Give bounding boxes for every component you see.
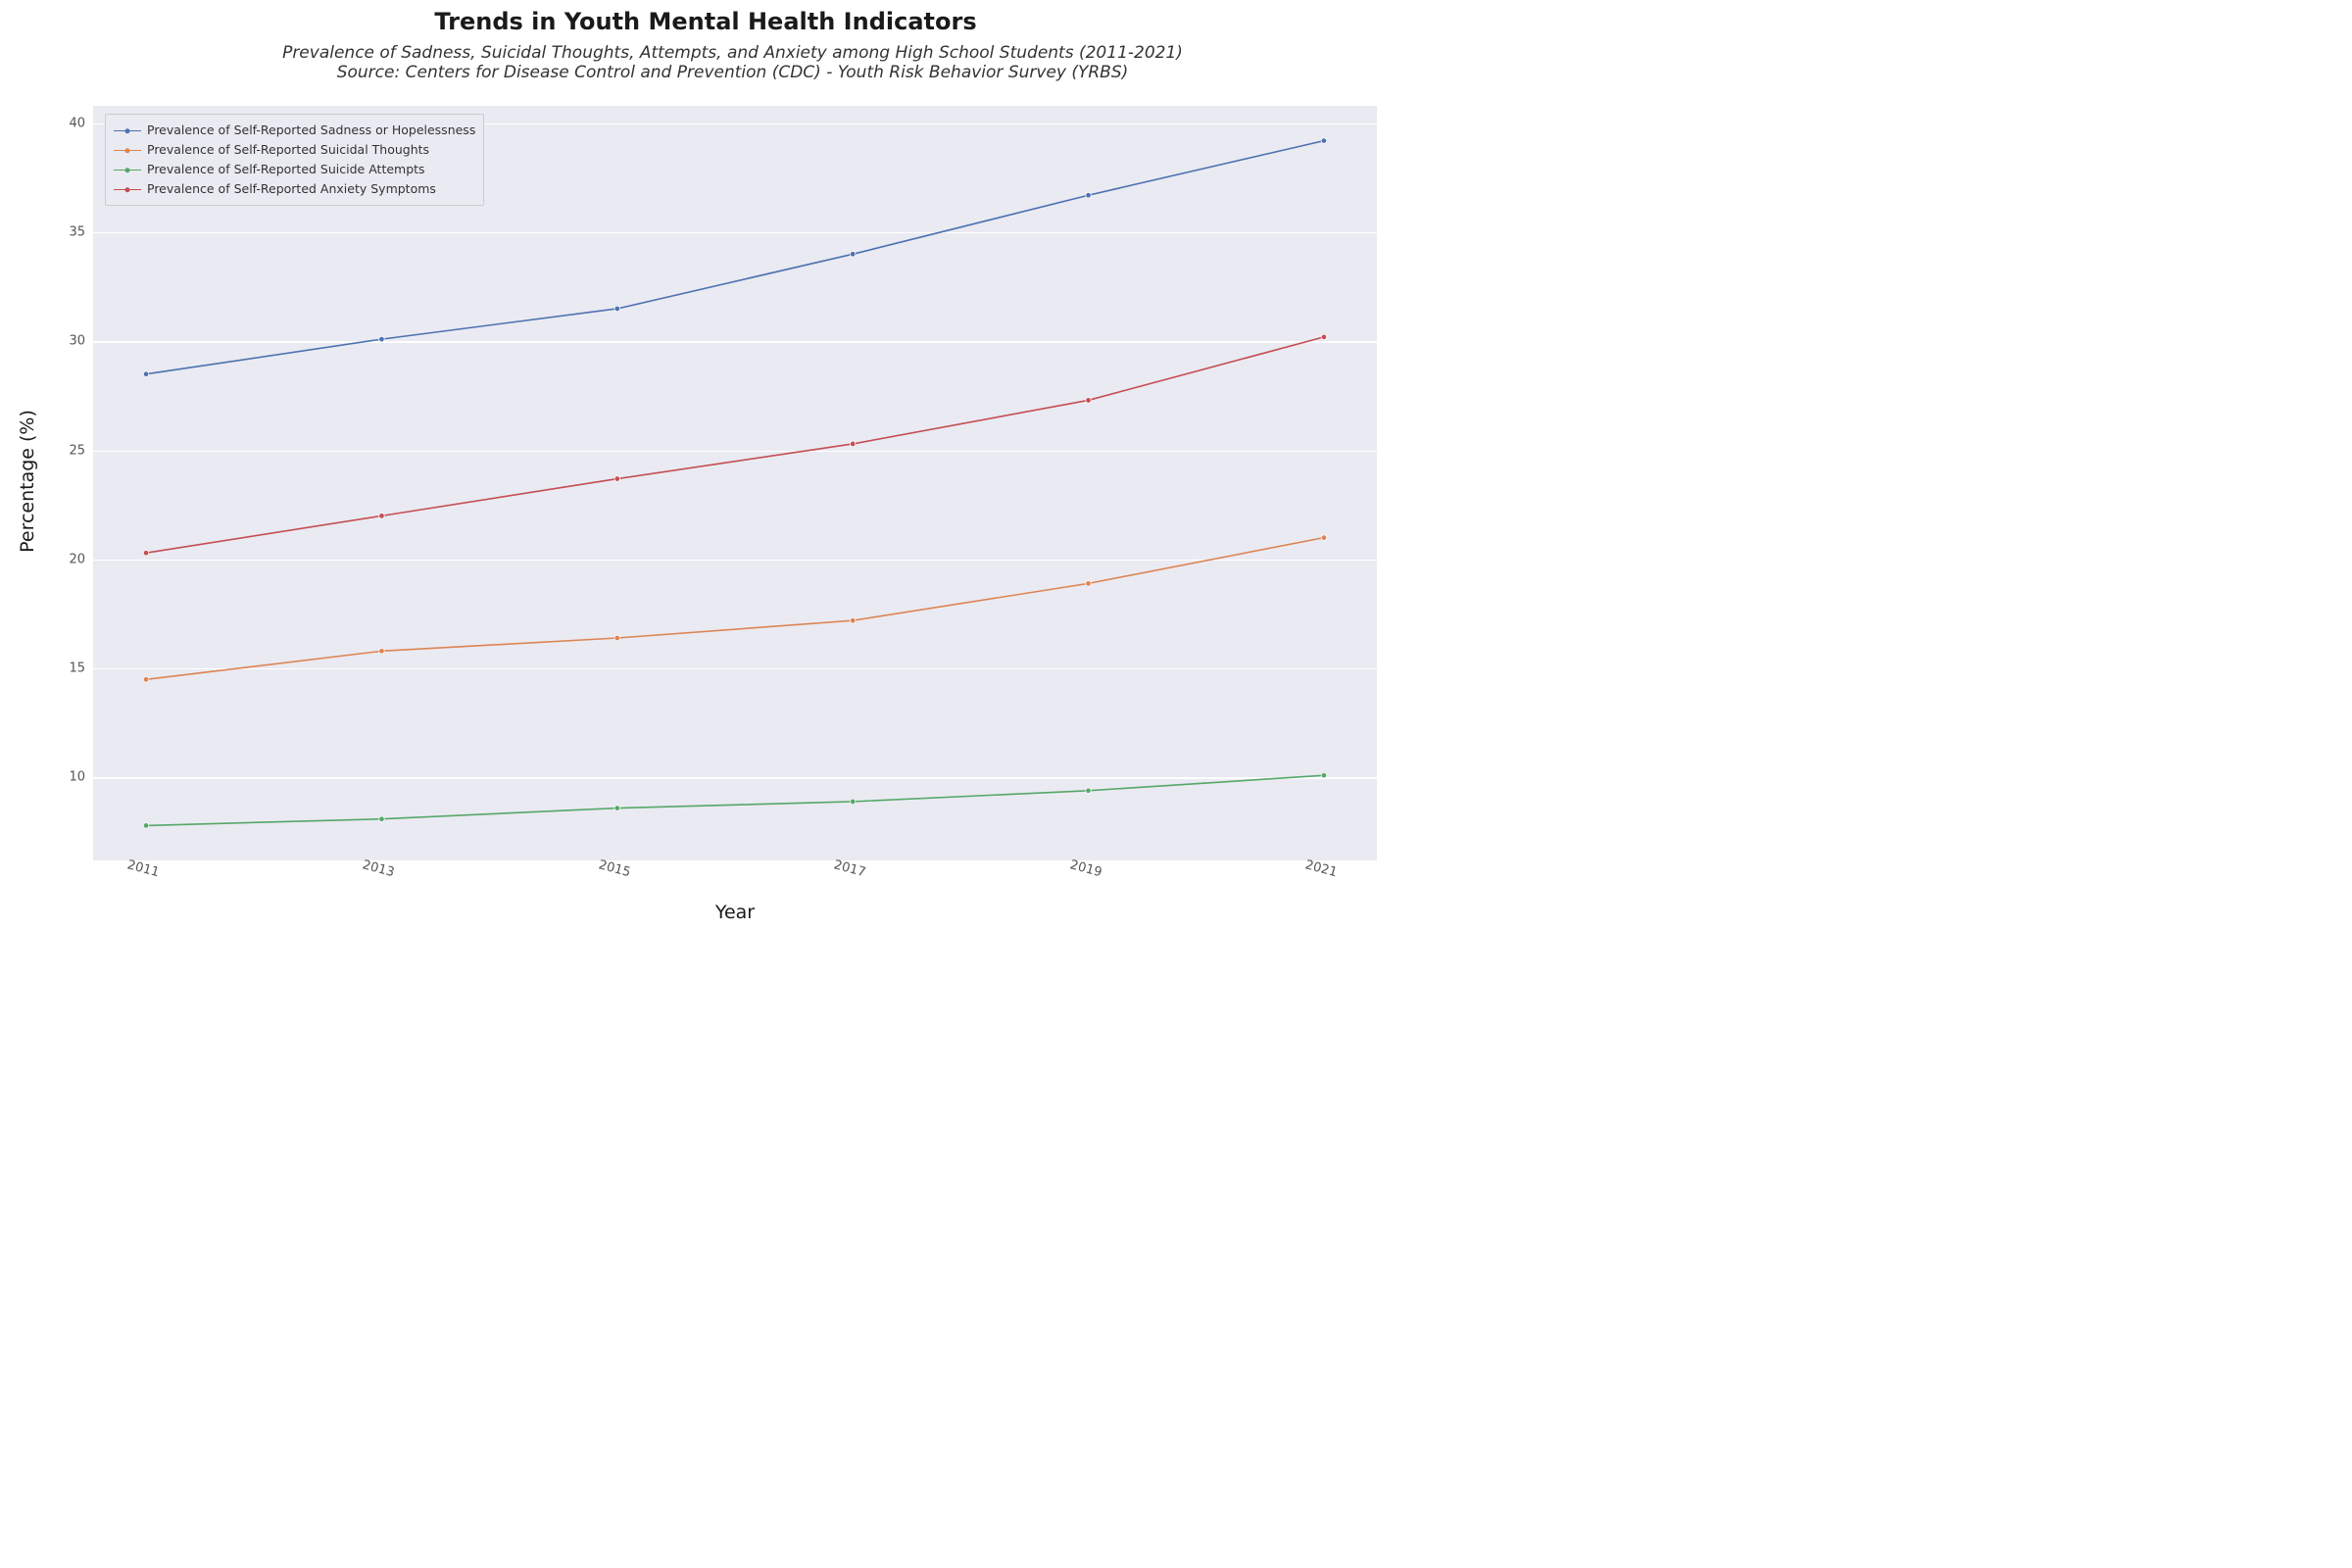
series-marker: [379, 816, 385, 822]
legend-label: Prevalence of Self-Reported Anxiety Symp…: [147, 179, 436, 199]
series-marker: [614, 476, 620, 482]
plot-area: 10152025303540201120132015201720192021Pr…: [93, 106, 1377, 860]
series-line: [146, 337, 1324, 553]
legend-swatch-icon: [114, 150, 141, 151]
series-marker: [143, 550, 149, 556]
legend-item: Prevalence of Self-Reported Suicidal Tho…: [114, 140, 475, 160]
legend-item: Prevalence of Self-Reported Anxiety Symp…: [114, 179, 475, 199]
ytick-label: 15: [69, 662, 93, 676]
legend-swatch-icon: [114, 170, 141, 171]
figure: Trends in Youth Mental Health Indicators…: [0, 0, 1411, 941]
ytick-label: 10: [69, 770, 93, 785]
ytick-label: 40: [69, 116, 93, 130]
series-marker: [1086, 398, 1092, 404]
series-marker: [614, 635, 620, 641]
x-axis-label: Year: [93, 902, 1377, 923]
series-marker: [1321, 138, 1327, 144]
series-marker: [1086, 788, 1092, 794]
series-marker: [614, 806, 620, 811]
series-marker: [1086, 192, 1092, 198]
y-axis-label: Percentage (%): [17, 383, 38, 579]
series-marker: [1321, 772, 1327, 778]
legend-item: Prevalence of Self-Reported Sadness or H…: [114, 121, 475, 140]
series-marker: [143, 371, 149, 377]
series-marker: [143, 677, 149, 683]
series-marker: [614, 306, 620, 312]
series-marker: [850, 799, 856, 805]
legend-swatch-icon: [114, 189, 141, 190]
series-marker: [1086, 581, 1092, 587]
chart-title: Trends in Youth Mental Health Indicators: [0, 8, 1411, 35]
legend-label: Prevalence of Self-Reported Suicide Atte…: [147, 160, 425, 179]
series-marker: [1321, 334, 1327, 340]
series-marker: [850, 441, 856, 447]
series-layer: [93, 106, 1377, 860]
series-marker: [379, 649, 385, 655]
legend-swatch-icon: [114, 130, 141, 131]
legend-label: Prevalence of Self-Reported Suicidal Tho…: [147, 140, 429, 160]
legend-label: Prevalence of Self-Reported Sadness or H…: [147, 121, 475, 140]
series-marker: [850, 617, 856, 623]
ytick-label: 25: [69, 443, 93, 458]
series-line: [146, 775, 1324, 825]
ytick-label: 20: [69, 552, 93, 566]
series-marker: [143, 823, 149, 829]
series-marker: [379, 336, 385, 342]
ytick-label: 35: [69, 225, 93, 240]
series-marker: [1321, 535, 1327, 541]
legend: Prevalence of Self-Reported Sadness or H…: [105, 114, 484, 206]
series-line: [146, 538, 1324, 680]
chart-subtitle: Prevalence of Sadness, Suicidal Thoughts…: [54, 43, 1411, 82]
legend-item: Prevalence of Self-Reported Suicide Atte…: [114, 160, 475, 179]
series-marker: [379, 514, 385, 519]
series-marker: [850, 252, 856, 258]
ytick-label: 30: [69, 334, 93, 349]
